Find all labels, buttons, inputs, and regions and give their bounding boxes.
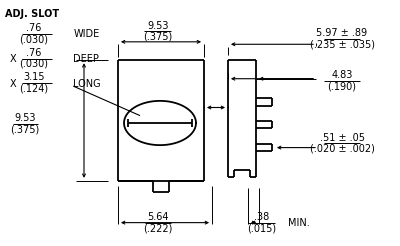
Text: (.030): (.030) xyxy=(20,34,48,44)
Text: (.015): (.015) xyxy=(248,223,276,233)
Text: .76: .76 xyxy=(26,23,42,33)
Text: ADJ. SLOT: ADJ. SLOT xyxy=(5,9,59,18)
Text: .76: .76 xyxy=(26,48,42,58)
Text: (.375): (.375) xyxy=(10,124,40,134)
Text: 4.83: 4.83 xyxy=(331,70,353,80)
Text: (.030): (.030) xyxy=(20,59,48,69)
Text: X: X xyxy=(10,79,17,89)
Text: 3.15: 3.15 xyxy=(23,73,45,82)
Text: .38: .38 xyxy=(254,212,270,222)
Text: 5.97 ± .89: 5.97 ± .89 xyxy=(316,28,368,38)
Text: (.235 ± .035): (.235 ± .035) xyxy=(310,39,374,49)
Text: 9.53: 9.53 xyxy=(14,113,36,123)
Text: (.124): (.124) xyxy=(20,84,48,93)
Text: X: X xyxy=(10,54,17,64)
Text: DEEP: DEEP xyxy=(73,54,99,63)
Text: MIN.: MIN. xyxy=(288,218,310,228)
Text: LONG: LONG xyxy=(73,79,101,89)
Text: (.190): (.190) xyxy=(328,81,356,91)
Text: (.375): (.375) xyxy=(143,31,173,41)
Text: WIDE: WIDE xyxy=(73,29,100,39)
Text: 5.64: 5.64 xyxy=(147,212,169,222)
Text: .51 ± .05: .51 ± .05 xyxy=(320,133,364,143)
Text: (.222): (.222) xyxy=(143,223,173,233)
Text: 9.53: 9.53 xyxy=(147,21,169,31)
Text: (.020 ± .002): (.020 ± .002) xyxy=(310,144,374,154)
